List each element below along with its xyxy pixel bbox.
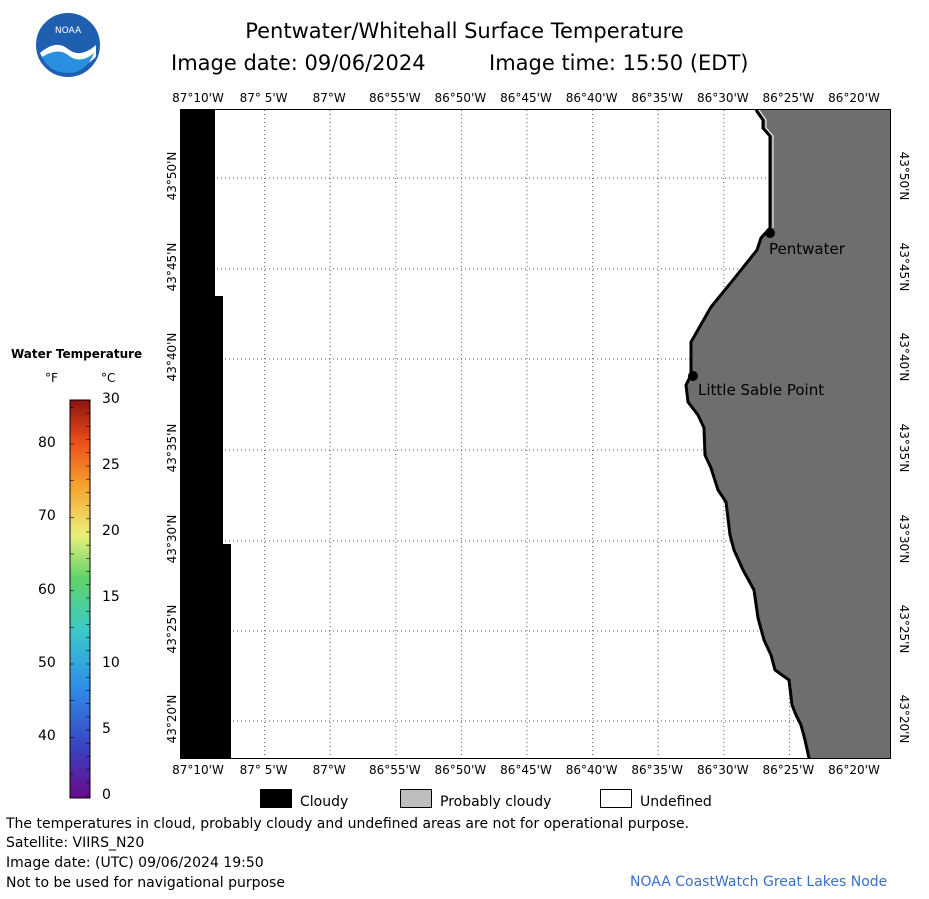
- lat-tick-label-left: 43°35'N: [165, 423, 179, 473]
- lat-tick-label-right: 43°25'N: [897, 604, 911, 654]
- lon-tick-label: 86°45'W: [500, 91, 552, 105]
- lat-tick-label-right: 43°35'N: [897, 423, 911, 473]
- probably-cloudy-label: Probably cloudy: [440, 794, 552, 810]
- lat-tick-label-right: 43°20'N: [897, 694, 911, 744]
- cloudy-label: Cloudy: [300, 794, 349, 810]
- lat-tick-label-left: 43°50'N: [165, 151, 179, 201]
- lon-tick-label: 86°55'W: [368, 91, 421, 105]
- probably-cloudy-swatch: [400, 789, 432, 808]
- lon-tick-label: 87°W: [312, 763, 346, 777]
- color-bar: [69, 399, 91, 799]
- lat-tick-label-left: 43°30'N: [165, 514, 179, 564]
- undefined-label: Undefined: [640, 794, 712, 810]
- lat-tick-label-left: 43°25'N: [165, 604, 179, 654]
- lat-tick-label-right: 43°30'N: [897, 514, 911, 564]
- celsius-tick-label: 20: [102, 523, 120, 539]
- little-sable-point-marker: [688, 371, 698, 381]
- image-date: Image date: 09/06/2024: [171, 51, 426, 75]
- fahrenheit-tick-label: 60: [38, 581, 56, 598]
- lon-tick-label: 86°40'W: [565, 91, 618, 105]
- lat-tick-label-right: 43°40'N: [897, 332, 911, 382]
- nav-warning: Not to be used for navigational purpose: [6, 875, 285, 891]
- little-sable-point-label: Little Sable Point: [698, 381, 824, 399]
- land-area: [686, 110, 890, 758]
- map-area: Pentwater Little Sable Point: [180, 109, 891, 759]
- undefined-swatch: [600, 789, 632, 808]
- lon-tick-label: 86°30'W: [696, 91, 749, 105]
- lat-tick-label-right: 43°50'N: [897, 151, 911, 201]
- utc-image-date: Image date: (UTC) 09/06/2024 19:50: [6, 855, 264, 871]
- lon-tick-label: 86°30'W: [696, 763, 749, 777]
- celsius-tick-label: 10: [102, 655, 120, 671]
- legend-title: Water Temperature: [11, 347, 143, 361]
- fahrenheit-tick-label: 70: [38, 508, 56, 525]
- shoreline-outline: [758, 110, 774, 228]
- lon-tick-label: 87°W: [312, 91, 346, 105]
- lon-tick-label: 87° 5'W: [239, 91, 288, 105]
- lon-tick-label: 86°55'W: [368, 763, 421, 777]
- lon-tick-label: 86°40'W: [565, 763, 618, 777]
- pentwater-label: Pentwater: [769, 240, 846, 258]
- noaa-logo: NOAA: [36, 13, 100, 77]
- map-title: Pentwater/Whitehall Surface Temperature: [245, 19, 684, 43]
- lon-tick-label: 86°50'W: [434, 763, 487, 777]
- lon-tick-label: 86°20'W: [828, 763, 880, 777]
- celsius-tick-label: 0: [102, 787, 111, 803]
- celsius-tick-label: 30: [102, 391, 120, 407]
- lon-tick-label: 87° 5'W: [239, 763, 288, 777]
- lat-tick-label-left: 43°45'N: [165, 242, 179, 292]
- fahrenheit-tick-label: 80: [38, 435, 56, 451]
- cloudy-swatch: [260, 789, 292, 808]
- lon-tick-label: 87°10'W: [172, 91, 224, 105]
- credit-link[interactable]: NOAA CoastWatch Great Lakes Node: [630, 874, 888, 890]
- cloud-area: [181, 110, 231, 758]
- disclaimer-note: The temperatures in cloud, probably clou…: [6, 816, 690, 832]
- lon-tick-label: 86°45'W: [500, 763, 552, 777]
- lat-tick-label-right: 43°45'N: [897, 242, 911, 292]
- lon-tick-label: 86°35'W: [631, 763, 684, 777]
- celsius-tick-label: 15: [102, 589, 120, 605]
- lon-tick-label: 86°25'W: [762, 91, 815, 105]
- satellite-info: Satellite: VIIRS_N20: [6, 835, 145, 851]
- lon-tick-label: 86°50'W: [434, 91, 487, 105]
- celsius-tick-label: 25: [102, 457, 120, 473]
- fahrenheit-tick-label: 40: [38, 728, 56, 745]
- celsius-tick-label: 5: [102, 721, 111, 737]
- legend-unit-f: °F: [45, 371, 58, 385]
- lon-tick-label: 86°20'W: [828, 91, 880, 105]
- pentwater-marker: [765, 228, 775, 238]
- svg-text:NOAA: NOAA: [55, 26, 82, 36]
- lat-tick-label-left: 43°40'N: [165, 332, 179, 382]
- lon-tick-label: 86°25'W: [762, 763, 815, 777]
- legend-unit-c: °C: [101, 371, 116, 385]
- image-time: Image time: 15:50 (EDT): [489, 51, 749, 75]
- lon-tick-label: 86°35'W: [631, 91, 684, 105]
- fahrenheit-tick-label: 50: [38, 655, 56, 671]
- lon-tick-label: 87°10'W: [172, 763, 224, 777]
- lat-tick-label-left: 43°20'N: [165, 694, 179, 744]
